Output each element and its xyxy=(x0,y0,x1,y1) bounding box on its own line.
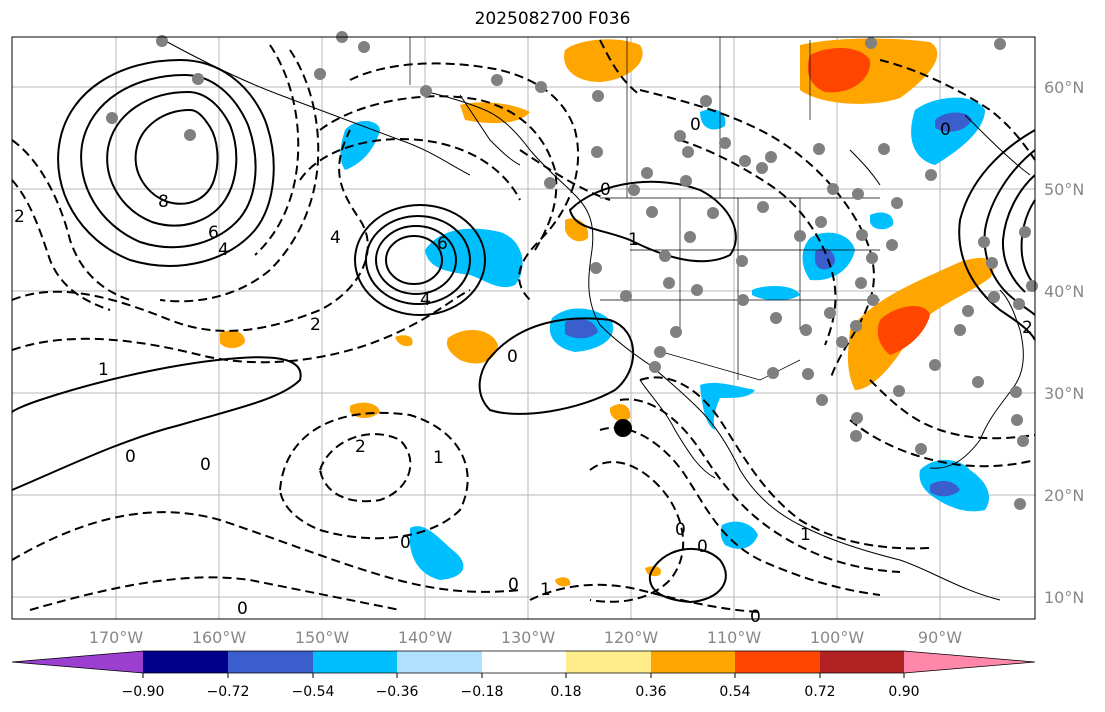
contour-label: 1 xyxy=(433,448,444,468)
colorbar-tick-label: −0.90 xyxy=(122,684,165,700)
colorbar-segment xyxy=(651,651,735,673)
solid-contours xyxy=(11,58,1036,604)
contour-label: 1 xyxy=(98,360,109,380)
negative-fill xyxy=(870,212,894,230)
graticule xyxy=(12,37,1035,619)
lon-tick-label: 170°W xyxy=(89,628,144,647)
colorbar-extend-high xyxy=(904,651,1035,673)
contour-label: 0 xyxy=(125,447,136,467)
strong-negative-fill xyxy=(930,480,960,497)
lat-tick-label: 20°N xyxy=(1044,486,1084,505)
strong-negative-fill xyxy=(565,318,598,339)
negative-fill xyxy=(720,521,758,549)
contour-label: 0 xyxy=(400,533,411,553)
contour-label: 1 xyxy=(800,525,811,545)
contour-label: 1 xyxy=(628,230,639,250)
positive-fill xyxy=(847,257,994,390)
colorbar-segment xyxy=(228,651,313,673)
contour-label: 0 xyxy=(508,575,519,595)
strong-positive-fill xyxy=(807,48,871,93)
positive-fill xyxy=(610,404,631,422)
negative-fill xyxy=(700,109,726,130)
positive-fill xyxy=(645,566,661,577)
positive-fill xyxy=(564,39,643,82)
contour-label: 2 xyxy=(1022,318,1033,338)
strong-negative-fill xyxy=(935,112,972,132)
positive-fill xyxy=(555,577,571,587)
colorbar-tick-label: −0.36 xyxy=(376,684,419,700)
contour-label: 2 xyxy=(310,315,321,335)
strong-positive-fill xyxy=(877,305,930,355)
colorbar-segment xyxy=(482,651,566,673)
colorbar-tick-label: 0.36 xyxy=(635,684,666,700)
contour-label: 2 xyxy=(14,207,25,227)
colorbar-segment xyxy=(143,651,228,673)
colorbar-tick-label: −0.72 xyxy=(207,684,250,700)
colorbar-segment xyxy=(397,651,482,673)
contour-label: 0 xyxy=(750,607,761,627)
colorbar-tick-label: 0.90 xyxy=(888,684,919,700)
lon-tick-label: 100°W xyxy=(810,628,865,647)
lat-tick-label: 60°N xyxy=(1044,78,1084,97)
colorbar-extend-low xyxy=(12,651,143,673)
coastlines xyxy=(159,37,1031,601)
contour-label: 0 xyxy=(675,520,686,540)
colorbar-tick-label: 0.18 xyxy=(550,684,581,700)
negative-fill xyxy=(700,382,755,430)
contour-label: 8 xyxy=(158,192,169,212)
lon-tick-label: 160°W xyxy=(192,628,247,647)
contour-label: 0 xyxy=(507,347,518,367)
contour-label: 4 xyxy=(330,228,341,248)
negative-fill xyxy=(410,526,464,580)
colorbar-segment xyxy=(735,651,820,673)
contour-label: 6 xyxy=(437,234,448,254)
positive-fill xyxy=(446,329,498,364)
negative-fill xyxy=(340,121,380,170)
contour-label: 4 xyxy=(420,290,431,310)
contour-label: 0 xyxy=(690,115,701,135)
contour-label: 0 xyxy=(200,455,211,475)
contour-label: 2 xyxy=(355,437,366,457)
contour-label: 0 xyxy=(600,180,611,200)
colorbar-segment xyxy=(313,651,397,673)
colorbar-tick-label: −0.18 xyxy=(461,684,504,700)
longitude-axis: 170°W 160°W 150°W 140°W 130°W 120°W 110°… xyxy=(89,628,962,647)
positive-fill xyxy=(395,335,413,347)
highlight-marker xyxy=(614,419,632,437)
contour-label: 0 xyxy=(697,537,708,557)
lat-tick-label: 50°N xyxy=(1044,180,1084,199)
colorbar-segment xyxy=(566,651,651,673)
lon-tick-label: 130°W xyxy=(501,628,556,647)
map-title: 2025082700 F036 xyxy=(474,9,631,29)
colorbar-segment xyxy=(820,651,904,673)
negative-fill xyxy=(752,285,800,301)
shaded-fields xyxy=(220,38,994,587)
contour-label: 1 xyxy=(540,580,551,600)
contour-label: 0 xyxy=(940,120,951,140)
borders xyxy=(409,37,880,381)
contour-labels: 0 0 0 0 0 0 0 0 0 0 0 0 1 1 1 1 1 2 2 2 … xyxy=(14,115,1033,627)
contour-label: 4 xyxy=(218,240,229,260)
lat-tick-label: 10°N xyxy=(1044,588,1084,607)
colorbar-tick-label: −0.54 xyxy=(292,684,335,700)
lon-tick-label: 120°W xyxy=(604,628,659,647)
lat-tick-label: 30°N xyxy=(1044,384,1084,403)
lat-tick-label: 40°N xyxy=(1044,282,1084,301)
contour-label: 0 xyxy=(237,599,248,619)
lon-tick-label: 140°W xyxy=(398,628,453,647)
contour-label: 6 xyxy=(208,223,219,243)
lon-tick-label: 110°W xyxy=(707,628,762,647)
latitude-axis: 60°N 50°N 40°N 30°N 20°N 10°N xyxy=(1044,78,1084,607)
station-markers xyxy=(106,31,1038,510)
negative-fill xyxy=(425,228,523,288)
positive-fill xyxy=(220,330,245,349)
dashed-contours xyxy=(11,39,1036,613)
lon-tick-label: 150°W xyxy=(295,628,350,647)
colorbar-tick-label: 0.54 xyxy=(719,684,750,700)
colorbar-tick-label: 0.72 xyxy=(804,684,835,700)
colorbar: −0.90 −0.72 −0.54 −0.36 −0.18 0.18 0.36 … xyxy=(11,650,1036,700)
lon-tick-label: 90°W xyxy=(918,628,962,647)
plot-frame xyxy=(11,36,1036,620)
